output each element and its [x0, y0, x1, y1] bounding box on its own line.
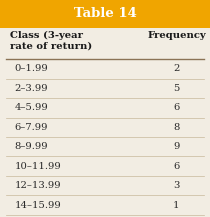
- Text: 1: 1: [173, 201, 180, 210]
- Text: 2: 2: [173, 64, 180, 74]
- FancyBboxPatch shape: [0, 0, 210, 28]
- Text: 6: 6: [173, 162, 180, 171]
- Text: Class (3-year
rate of return): Class (3-year rate of return): [10, 31, 93, 51]
- Text: 5: 5: [173, 84, 180, 93]
- Text: 3: 3: [173, 181, 180, 190]
- Text: 9: 9: [173, 142, 180, 151]
- Text: 6–7.99: 6–7.99: [15, 123, 48, 132]
- Text: 8: 8: [173, 123, 180, 132]
- Text: 2–3.99: 2–3.99: [15, 84, 48, 93]
- Text: 6: 6: [173, 103, 180, 112]
- Text: 0–1.99: 0–1.99: [15, 64, 49, 74]
- Text: 14–15.99: 14–15.99: [15, 201, 62, 210]
- Text: Table 14: Table 14: [74, 7, 136, 20]
- Text: 8–9.99: 8–9.99: [15, 142, 48, 151]
- Text: 10–11.99: 10–11.99: [15, 162, 62, 171]
- Text: 4–5.99: 4–5.99: [15, 103, 49, 112]
- Text: Frequency: Frequency: [147, 31, 206, 40]
- Text: 12–13.99: 12–13.99: [15, 181, 61, 190]
